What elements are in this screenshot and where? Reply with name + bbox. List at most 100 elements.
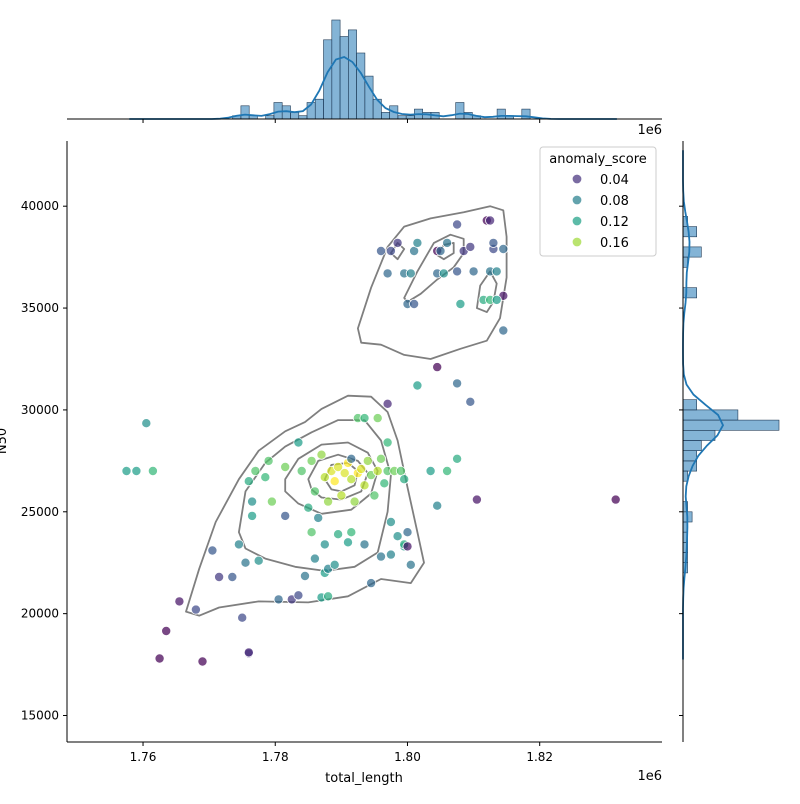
scatter-point xyxy=(333,529,344,540)
scatter-point xyxy=(359,539,370,550)
scatter-point xyxy=(432,500,443,511)
scatter-point xyxy=(379,478,390,489)
scatter-point xyxy=(323,591,334,602)
x-tick-label: 1.78 xyxy=(262,750,289,764)
scatter-point xyxy=(280,510,291,521)
x-histogram-bar xyxy=(314,98,324,120)
legend-label: 0.04 xyxy=(600,173,629,188)
x-tick-label: 1.80 xyxy=(394,750,421,764)
scatter-point xyxy=(240,557,251,568)
scatter-point xyxy=(346,527,357,538)
y-histogram-bar xyxy=(682,429,716,441)
scatter-point xyxy=(174,596,185,607)
y-axis-label: N50 xyxy=(0,428,10,454)
y-histogram-bar xyxy=(682,419,780,431)
legend-marker xyxy=(571,236,583,248)
y-tick-label: 25000 xyxy=(21,505,59,519)
scatter-point xyxy=(293,590,304,601)
x-offset-label: 1e6 xyxy=(637,769,662,784)
scatter-point xyxy=(323,496,334,507)
x-histogram-bar xyxy=(290,112,300,120)
scatter-point xyxy=(452,378,463,389)
scatter-point xyxy=(303,502,314,513)
scatter-point xyxy=(432,362,443,373)
y-tick-label: 40000 xyxy=(21,199,59,213)
right-marginal-histogram xyxy=(679,141,780,742)
y-histogram-bar xyxy=(682,440,702,451)
scatter-point xyxy=(306,455,317,466)
y-tick-label: 20000 xyxy=(21,607,59,621)
scatter-points xyxy=(121,215,621,667)
x-histogram-bar xyxy=(331,19,341,120)
scatter-point xyxy=(247,510,258,521)
scatter-point xyxy=(392,531,403,542)
y-histogram-bar xyxy=(682,399,697,411)
x-histogram-bar xyxy=(455,102,465,120)
scatter-point xyxy=(190,604,201,615)
x-histogram-bar xyxy=(347,29,357,120)
scatter-point xyxy=(266,496,277,507)
scatter-point xyxy=(385,245,396,256)
legend-marker xyxy=(571,215,583,227)
scatter-point xyxy=(366,578,377,589)
scatter-point xyxy=(273,594,284,605)
y-histogram-bar xyxy=(682,246,702,258)
scatter-point xyxy=(339,468,350,479)
scatter-point xyxy=(299,571,310,582)
scatter-point xyxy=(405,559,416,570)
scatter-point xyxy=(405,268,416,279)
legend-label: 0.16 xyxy=(600,236,629,251)
scatter-point xyxy=(356,463,367,474)
joint-scatter-plot: 1.76 1.78 1.80 1.82 15000 20000 25000 30000 3500… xyxy=(21,141,662,764)
scatter-point xyxy=(260,472,271,483)
scatter-point xyxy=(455,298,466,309)
kde-contour-line xyxy=(476,270,498,313)
scatter-point xyxy=(214,572,225,583)
scatter-point xyxy=(442,237,453,248)
scatter-point xyxy=(346,474,357,485)
kde-contour-line xyxy=(284,441,379,515)
scatter-point xyxy=(306,527,317,538)
x-histogram-bar xyxy=(381,112,390,120)
scatter-point xyxy=(333,461,344,472)
x-histogram-bar xyxy=(356,52,366,120)
scatter-point xyxy=(329,559,340,570)
scatter-point xyxy=(452,266,463,277)
y-histogram-bar xyxy=(682,287,697,299)
scatter-point xyxy=(385,517,396,528)
scatter-point xyxy=(471,494,482,505)
scatter-point xyxy=(309,553,320,564)
scatter-point xyxy=(488,237,499,248)
scatter-point xyxy=(412,380,423,391)
scatter-point xyxy=(359,480,370,491)
scatter-point xyxy=(250,465,261,476)
scatter-point xyxy=(392,237,403,248)
scatter-point xyxy=(237,612,248,623)
scatter-point xyxy=(316,449,327,460)
scatter-point xyxy=(375,453,386,464)
scatter-point xyxy=(161,626,172,637)
scatter-point xyxy=(243,476,254,487)
scatter-point xyxy=(207,545,218,556)
scatter-point xyxy=(498,243,509,254)
top-marginal-histogram xyxy=(67,19,662,123)
scatter-point xyxy=(362,455,373,466)
scatter-point xyxy=(280,461,291,472)
legend-marker xyxy=(571,173,583,185)
top-offset-label: 1e6 xyxy=(637,123,662,138)
scatter-point xyxy=(372,465,383,476)
scatter-point xyxy=(197,656,208,667)
x-histogram-bar xyxy=(496,108,506,120)
scatter-point xyxy=(452,219,463,230)
scatter-point xyxy=(438,268,449,279)
y-histogram-bar xyxy=(682,450,697,462)
scatter-point xyxy=(121,465,132,476)
scatter-point xyxy=(336,490,347,501)
scatter-point xyxy=(349,496,360,507)
scatter-point xyxy=(313,512,324,523)
x-tick-label: 1.76 xyxy=(130,750,157,764)
x-histogram-bar xyxy=(240,105,250,120)
scatter-point xyxy=(485,215,496,226)
scatter-point xyxy=(435,245,446,256)
